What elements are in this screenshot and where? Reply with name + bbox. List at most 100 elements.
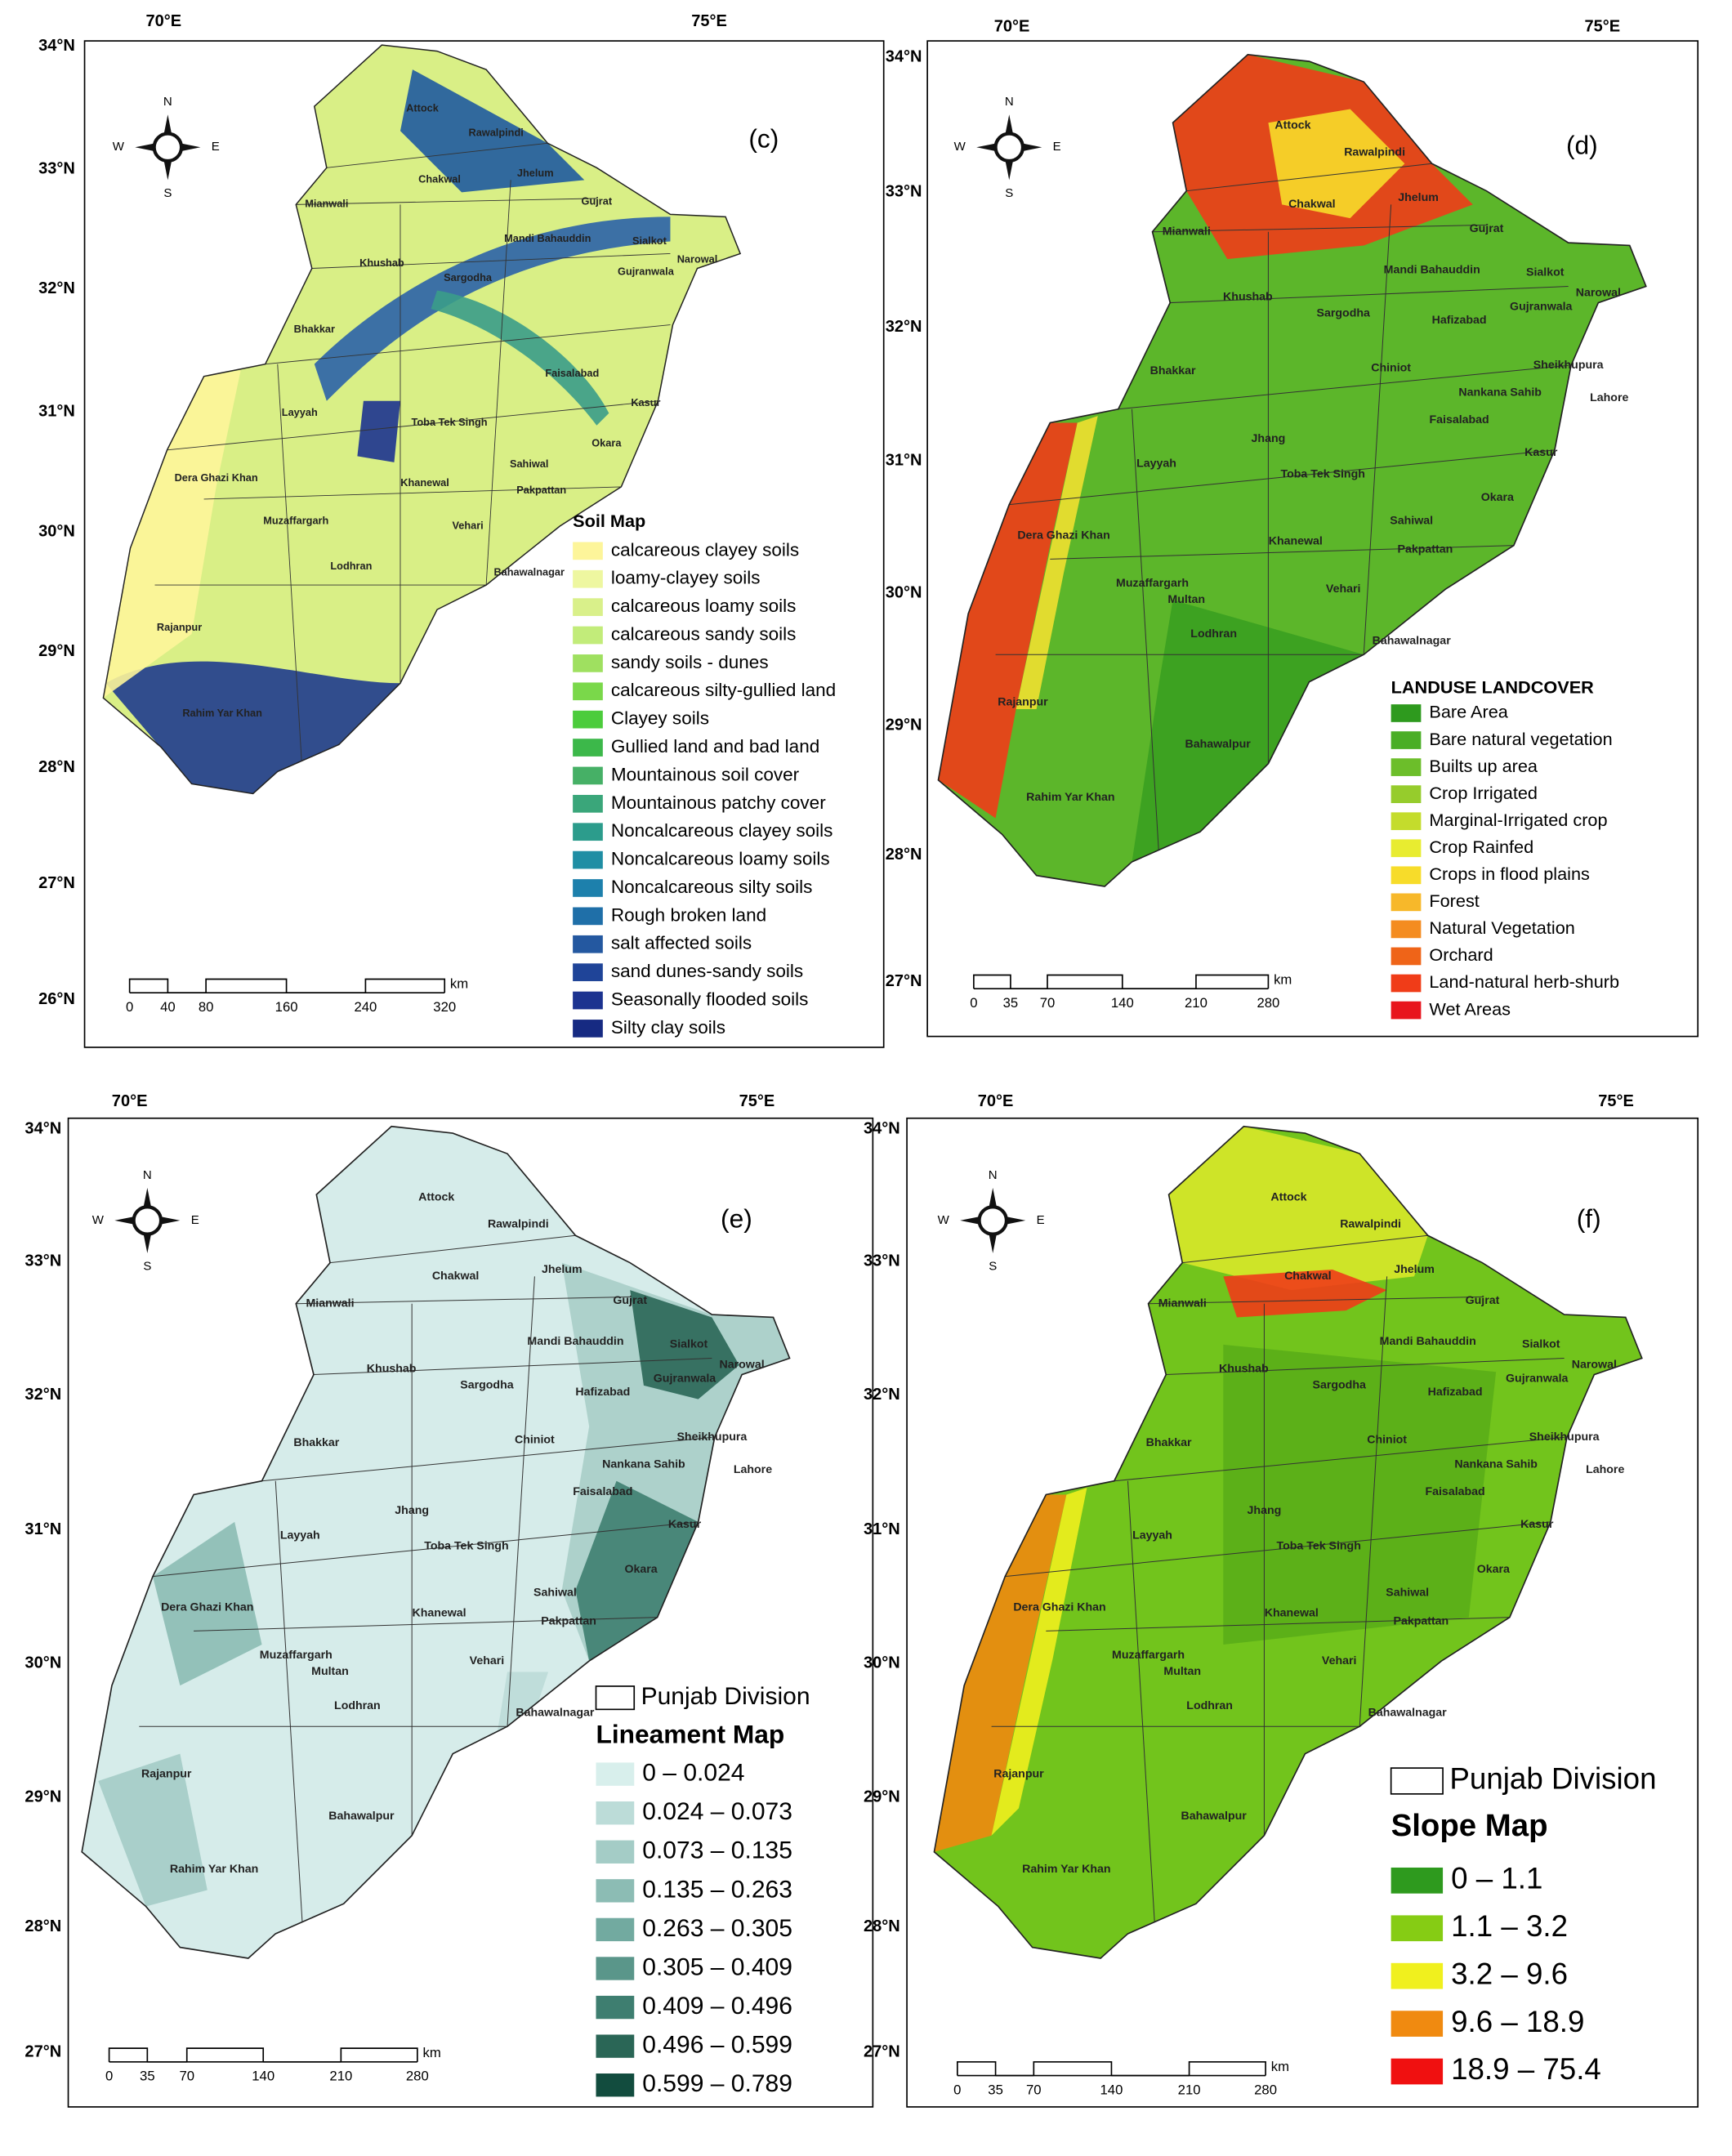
- district-label: Sialkot: [1522, 1338, 1560, 1351]
- district-label: Mianwali: [1158, 1297, 1207, 1310]
- scale-label: 240: [354, 999, 377, 1015]
- legend-swatch: [573, 682, 603, 701]
- map-zones: [938, 54, 1473, 862]
- lat-label: 32°N: [25, 1386, 61, 1404]
- district-label: Attock: [1274, 118, 1310, 132]
- map-zone: [938, 422, 1078, 819]
- scale-label: 35: [140, 2069, 155, 2084]
- legend-title: LANDUSE LANDCOVER: [1391, 677, 1595, 698]
- legend-swatch: [573, 1020, 603, 1038]
- map-zone: [575, 1480, 699, 1662]
- district-label: Toba Tek Singh: [412, 416, 488, 428]
- legend-label: 0.409 – 0.496: [642, 1993, 792, 2020]
- legend-swatch: [596, 1801, 635, 1825]
- lat-label: 33°N: [864, 1252, 900, 1270]
- district-boundary: [277, 364, 303, 770]
- district-label: Bhakkar: [293, 1436, 339, 1449]
- district-label: Dera Ghazi Khan: [1013, 1601, 1105, 1614]
- legend-label: 0.024 – 0.073: [642, 1798, 792, 1825]
- district-label: Nankana Sahib: [1458, 386, 1542, 399]
- compass-letter: E: [191, 1213, 199, 1227]
- district-label: Rajanpur: [993, 1767, 1044, 1780]
- district-label: Rahim Yar Khan: [182, 707, 262, 719]
- compass-ring: [977, 1205, 1009, 1236]
- scale-label: 140: [1100, 2082, 1123, 2097]
- district-label: Kasur: [1520, 1518, 1554, 1531]
- legend-label: Gullied land and bad land: [611, 736, 819, 757]
- lat-label: 31°N: [38, 402, 75, 420]
- scale-label: 40: [160, 999, 176, 1015]
- district-boundary: [1363, 204, 1392, 655]
- district-boundary: [1166, 1358, 1565, 1376]
- map-panel: Attock Rawalpindi Chakwal Jhelum Mianwali Guj…: [38, 12, 885, 1048]
- panel-frame: [83, 40, 885, 1048]
- legend-swatch: [573, 991, 603, 1010]
- district-label: Gujranwala: [654, 1372, 716, 1385]
- legend-label: Marginal-Irrigated crop: [1429, 810, 1607, 830]
- district-label: Muzaffargarh: [1112, 1649, 1185, 1662]
- legend-label: 0.496 – 0.599: [642, 2032, 792, 2059]
- district-label: Pakpattan: [1393, 1614, 1449, 1627]
- panel-label: (f): [1577, 1203, 1601, 1233]
- province-outline: [81, 1125, 791, 1959]
- legend-label: 0.263 – 0.305: [642, 1915, 792, 1942]
- legend-swatch: [1391, 731, 1422, 749]
- province-map: Attock Rawalpindi Chakwal Jhelum Mianwali Guj…: [81, 1125, 791, 1959]
- district-label: Kasur: [668, 1518, 702, 1531]
- legend-label: Crop Irrigated: [1429, 783, 1538, 803]
- legend-swatch: [1391, 704, 1422, 722]
- district-boundary: [296, 1296, 631, 1305]
- scale-unit: km: [423, 2045, 441, 2060]
- lat-label: 27°N: [38, 874, 75, 892]
- district-label: Bahawalnagar: [516, 1706, 595, 1719]
- compass-ring: [152, 132, 184, 163]
- district-label: Dera Ghazi Khan: [1017, 529, 1109, 542]
- legend-label: Builts up area: [1429, 756, 1538, 776]
- scale-bar: [340, 2047, 418, 2062]
- legend-label: Natural Vegetation: [1429, 917, 1574, 938]
- district-label: Sahiwal: [533, 1586, 577, 1599]
- legend-swatch: [1390, 1767, 1444, 1795]
- district-label: Khushab: [359, 257, 404, 269]
- scale-bar: [185, 2047, 265, 2062]
- legend-label: Rough broken land: [611, 904, 766, 925]
- map-panel: Attock Rawalpindi Chakwal Jhelum Mianwali Guj…: [886, 18, 1699, 1038]
- district-label: Multan: [1167, 593, 1205, 606]
- district-label: Khushab: [1223, 291, 1273, 304]
- scale-label: 0: [970, 995, 977, 1011]
- district-label: Muzaffargarh: [260, 1649, 333, 1662]
- legend-label: 9.6 – 18.9: [1451, 2005, 1584, 2038]
- district-label: Sargodha: [1313, 1379, 1366, 1392]
- scale-label: 210: [329, 2069, 352, 2084]
- scale-label: 0: [126, 999, 133, 1015]
- legend-label: Clayey soils: [611, 708, 709, 729]
- scale-label: 70: [179, 2069, 194, 2084]
- district-label: Faisalabad: [1425, 1485, 1484, 1498]
- legend-swatch: [1391, 866, 1422, 885]
- district-boundary: [1170, 286, 1569, 304]
- panel-frame: [67, 1117, 874, 2108]
- legend-swatch: [1391, 920, 1422, 939]
- district-label: Mianwali: [1163, 225, 1211, 239]
- map-zone: [1168, 1126, 1428, 1291]
- compass-letter: W: [938, 1213, 950, 1227]
- map-zone: [98, 1753, 208, 1907]
- legend-swatch: [573, 850, 603, 869]
- district-label: Narowal: [720, 1359, 765, 1372]
- district-label: Sheikhupura: [1533, 359, 1604, 372]
- legend-swatch: [1391, 947, 1422, 966]
- legend-swatch: [1391, 893, 1422, 912]
- district-label: Chiniot: [1371, 361, 1411, 374]
- compass-letter: S: [989, 1260, 997, 1274]
- panel-label: (c): [748, 123, 779, 153]
- legend-title: Soil Map: [573, 511, 645, 531]
- district-boundary: [1046, 1617, 1510, 1632]
- legend-label: Mountainous soil cover: [611, 764, 800, 784]
- district-boundary: [1009, 449, 1555, 506]
- legend-swatch: [596, 1840, 635, 1864]
- lon-label: 75°E: [1598, 1092, 1634, 1110]
- district-label: Sialkot: [632, 234, 667, 247]
- legend-label: Bare Area: [1429, 702, 1508, 722]
- district-label: Jhelum: [1394, 1263, 1435, 1276]
- legend-label: Orchard: [1429, 944, 1493, 965]
